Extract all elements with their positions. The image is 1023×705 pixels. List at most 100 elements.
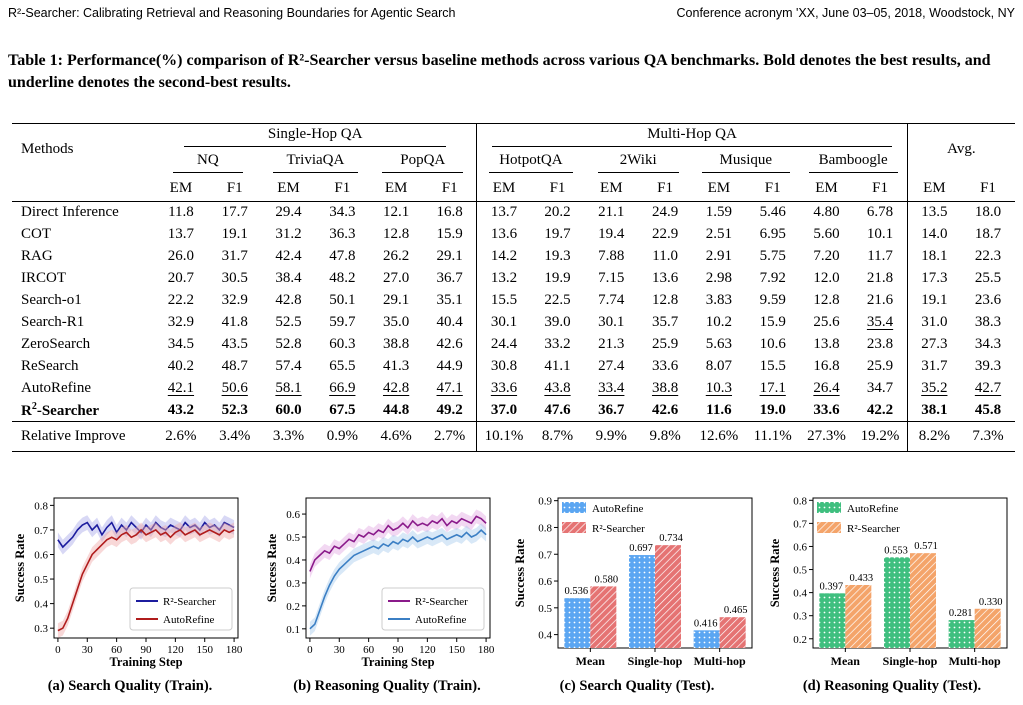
bar	[590, 586, 617, 648]
value-cell: 14.2	[476, 245, 531, 268]
y-tick-label: 0.3	[34, 623, 48, 635]
value-cell: 2.51	[705, 226, 733, 242]
value-cell: 22.5	[544, 292, 571, 308]
value-cell: 37.0	[476, 399, 531, 422]
legend-label: AutoRefine	[163, 614, 214, 626]
x-tick-label: 120	[167, 644, 184, 656]
y-axis-label: Success Rate	[768, 538, 782, 607]
value-cell: 22.2	[167, 292, 195, 308]
multi-hop-group-header: Multi-Hop QA	[476, 123, 908, 150]
method-cell: ZeroSearch	[21, 336, 91, 352]
legend-label: AutoRefine	[592, 503, 643, 515]
metric-header: EM	[169, 179, 193, 196]
value-cell: 24.4	[476, 333, 531, 356]
table-group-header-row: Methods Single-Hop QA Multi-Hop QA Avg.	[12, 123, 1015, 176]
value-cell: 23.8	[866, 336, 894, 352]
relative-improve-row: Relative Improve 2.6% 3.4% 3.3% 0.9% 4.6% 2.7%…	[12, 421, 1015, 452]
relative-improve-label: Relative Improve	[21, 428, 126, 444]
table-dataset-header-row: NQ TriviaQA PopQA HotpotQA 2Wiki Musique…	[12, 149, 1015, 176]
value-cell: 22.3	[974, 248, 1002, 264]
value-cell: 24.9	[651, 204, 679, 221]
method-cell: AutoRefine	[21, 380, 91, 396]
value-cell: 38.8	[382, 336, 410, 352]
table-row: Direct Inference 11.8 17.7 29.4 34.3 12.1 16.8…	[12, 201, 1015, 224]
legend-label: AutoRefine	[847, 503, 898, 515]
value-cell: 9.59	[759, 292, 786, 308]
metric-header: F1	[764, 179, 781, 196]
x-tick-label: 30	[334, 644, 346, 656]
value-cell: 27.0	[382, 270, 410, 286]
x-tick-label: 0	[307, 644, 313, 656]
improve-cell: 8.2%	[906, 421, 961, 452]
value-cell: 10.3	[705, 380, 733, 396]
legend-label: R²-Searcher	[163, 596, 216, 608]
metric-header: EM	[600, 179, 623, 196]
value-cell: 3.83	[705, 292, 733, 308]
value-cell: 36.7	[598, 401, 625, 418]
value-cell: 26.2	[382, 248, 410, 264]
x-tick-label: 150	[196, 644, 213, 656]
dataset-header: Bamboogle	[800, 150, 908, 176]
single-hop-label: Single-Hop QA	[183, 126, 447, 148]
value-cell: 38.3	[974, 314, 1002, 330]
value-cell: 18.0	[974, 204, 1002, 221]
value-cell: 19.4	[598, 226, 625, 242]
y-tick-label: 0.3	[286, 578, 300, 590]
running-header-conference: Conference acronym 'XX, June 03–05, 2018…	[676, 6, 1015, 20]
dataset-header: PopQA	[369, 150, 477, 176]
y-tick-label: 0.4	[538, 630, 552, 642]
value-cell: 52.8	[275, 336, 302, 352]
value-cell: 36.7	[436, 270, 463, 286]
y-axis-label: Success Rate	[265, 533, 279, 602]
method-cell: IRCOT	[21, 270, 66, 286]
value-cell: 20.2	[544, 204, 571, 221]
y-tick-label: 0.7	[793, 518, 807, 530]
value-cell: 35.1	[436, 292, 463, 308]
value-cell: 15.9	[759, 314, 786, 330]
value-cell: 17.7	[221, 204, 248, 221]
value-cell: 33.6	[813, 401, 840, 418]
value-cell: 60.0	[275, 401, 302, 418]
improve-cell: 11.1%	[753, 428, 792, 444]
value-cell: 12.1	[382, 204, 410, 221]
metric-header: EM	[707, 179, 731, 196]
x-tick-label: Multi-hop	[949, 654, 1001, 668]
value-cell: 7.88	[598, 248, 625, 264]
improve-cell: 2.7%	[434, 428, 466, 444]
value-cell: 5.46	[759, 204, 786, 221]
value-cell: 13.8	[813, 336, 840, 352]
x-tick-label: 180	[478, 644, 495, 656]
chart-reasoning-quality-test: 0.2 0.3 0.4 0.5 0.6 0.7 0.8 Mean 0.397 0.433 Singl…	[768, 495, 1008, 668]
value-cell: 49.2	[436, 401, 463, 418]
value-cell: 34.7	[866, 380, 894, 396]
value-cell: 59.7	[329, 314, 356, 330]
bar-value-label: 0.281	[949, 608, 973, 619]
y-tick-label: 0.6	[34, 549, 48, 561]
table-row: IRCOT 20.7 30.5 38.4 48.2 27.0 36.7 13.2 19.9 7.1…	[12, 267, 1015, 290]
metric-header: F1	[226, 179, 243, 196]
value-cell: 6.95	[759, 226, 786, 242]
value-cell: 12.0	[813, 270, 840, 286]
series-band	[57, 515, 235, 555]
value-cell: 42.8	[382, 380, 410, 396]
chart-search-quality-test: 0.4 0.5 0.6 0.7 0.8 0.9 Mean 0.536 0.580 Single-h…	[513, 496, 753, 668]
value-cell: 5.60	[813, 226, 840, 242]
table-row: Search-o1 22.2 32.9 42.8 50.1 29.1 35.1 15.5 22.…	[12, 289, 1015, 312]
value-cell: 42.8	[275, 292, 302, 308]
value-cell: 43.5	[221, 336, 248, 352]
method-cell: Direct Inference	[21, 204, 119, 221]
bar-value-label: 0.697	[629, 543, 653, 554]
value-cell: 36.3	[329, 226, 356, 242]
value-cell: 13.6	[651, 270, 679, 286]
series-band	[309, 523, 487, 636]
value-cell: 48.2	[329, 270, 356, 286]
methods-header: Methods	[21, 141, 74, 158]
value-cell: 60.3	[329, 336, 356, 352]
y-tick-label: 0.9	[538, 496, 552, 508]
y-tick-label: 0.2	[793, 634, 807, 646]
improve-cell: 0.9%	[326, 428, 358, 444]
value-cell: 42.2	[866, 401, 894, 418]
value-cell: 11.0	[652, 248, 678, 264]
y-tick-label: 0.8	[34, 500, 48, 512]
value-cell: 65.5	[329, 358, 356, 374]
